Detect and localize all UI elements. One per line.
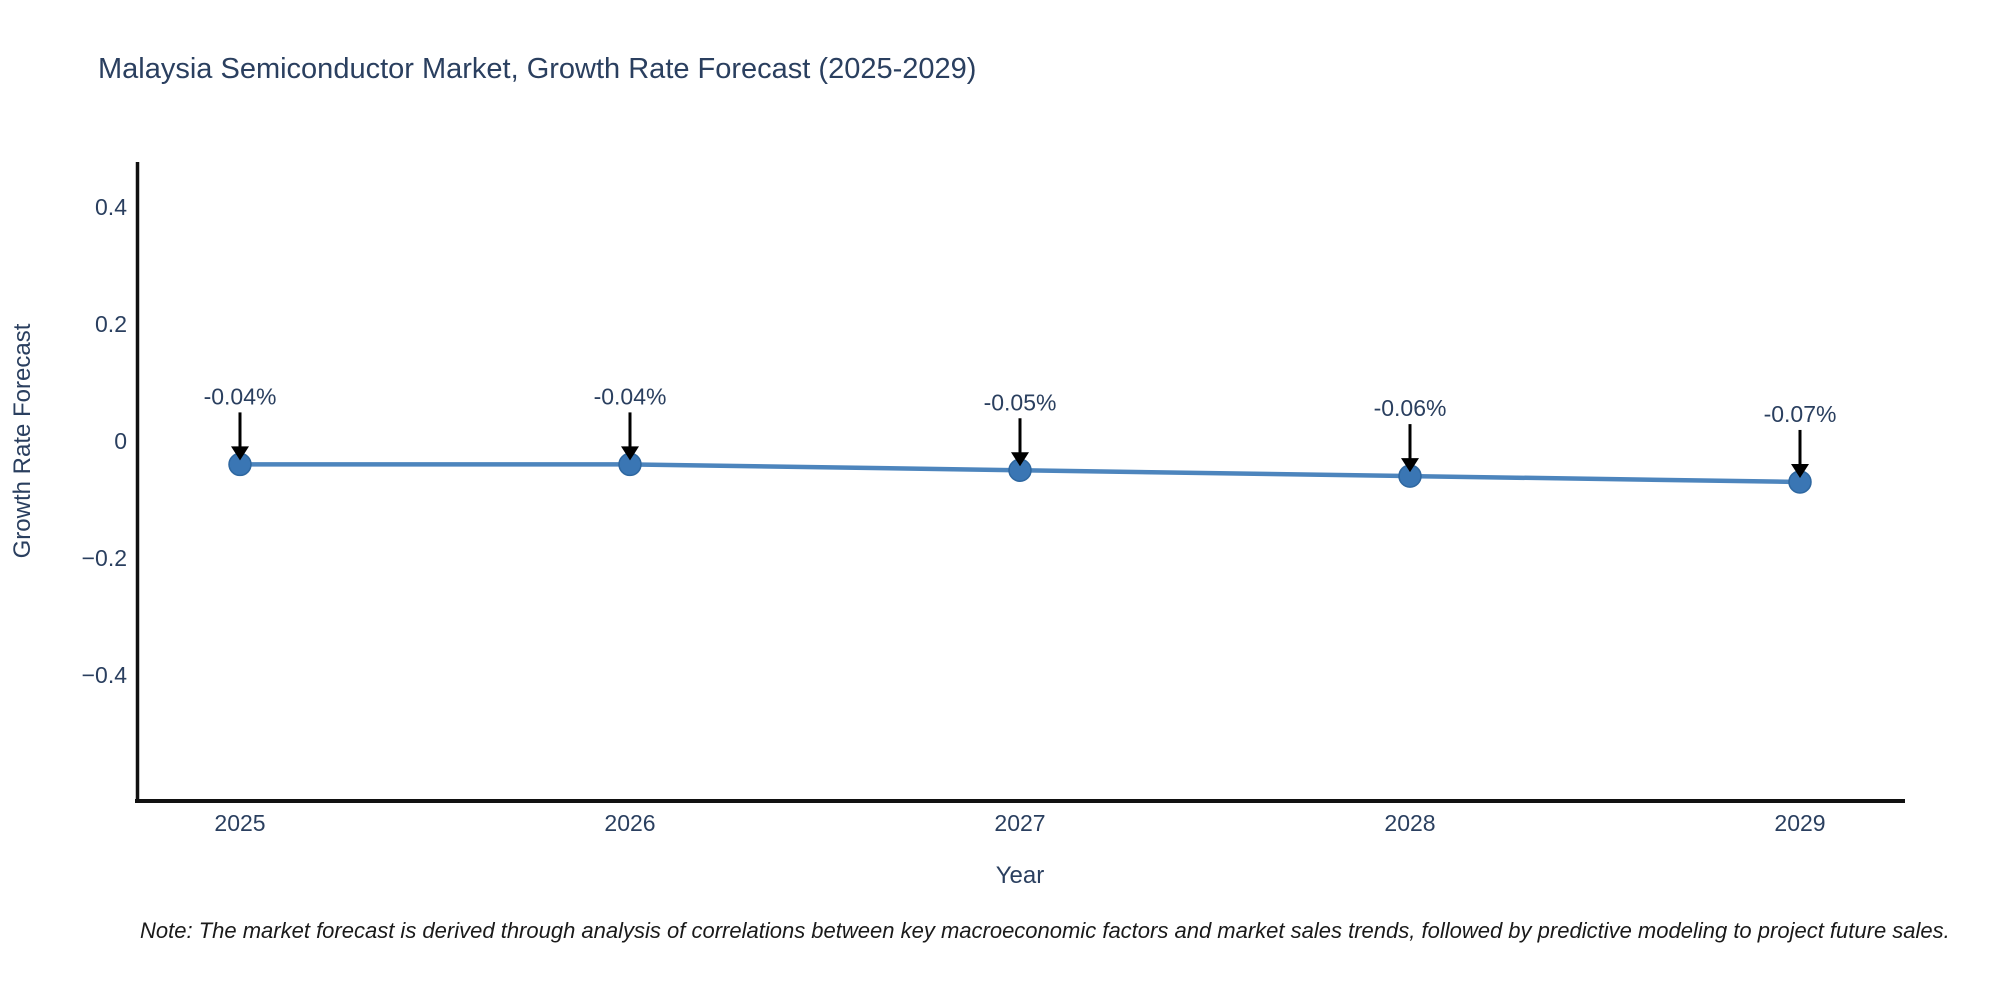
- y-tick-label: 0: [114, 428, 127, 454]
- chart-title: Malaysia Semiconductor Market, Growth Ra…: [98, 53, 976, 85]
- annotation-arrow-head: [231, 446, 249, 461]
- x-tick-label: 2026: [604, 810, 655, 836]
- footnote: Note: The market forecast is derived thr…: [140, 918, 1950, 943]
- x-axis-title: Year: [996, 862, 1045, 889]
- x-tick-label: 2025: [214, 810, 265, 836]
- data-point-label: -0.07%: [1764, 401, 1837, 427]
- y-tick-label: 0.2: [95, 311, 127, 337]
- y-axis-title: Growth Rate Forecast: [9, 323, 36, 558]
- annotation-arrow-head: [1011, 452, 1029, 467]
- data-point-label: -0.04%: [204, 383, 277, 409]
- data-point-label: -0.05%: [984, 389, 1057, 415]
- y-tick-label: −0.2: [82, 545, 127, 571]
- x-tick-label: 2027: [994, 810, 1045, 836]
- annotation-arrow-head: [1791, 463, 1809, 478]
- y-tick-label: 0.4: [95, 194, 127, 220]
- annotation-arrow-head: [1401, 458, 1419, 473]
- y-tick-label: −0.4: [82, 662, 128, 688]
- data-point-label: -0.04%: [594, 383, 667, 409]
- plot-area: 0.4 0.2 0 −0.2 −0.4 2025 2026 2027 2028 2029 -0.04…: [82, 194, 1837, 836]
- x-tick-label: 2029: [1774, 810, 1825, 836]
- x-tick-label: 2028: [1384, 810, 1435, 836]
- annotation-arrow-head: [621, 446, 639, 461]
- data-point-label: -0.06%: [1374, 395, 1447, 421]
